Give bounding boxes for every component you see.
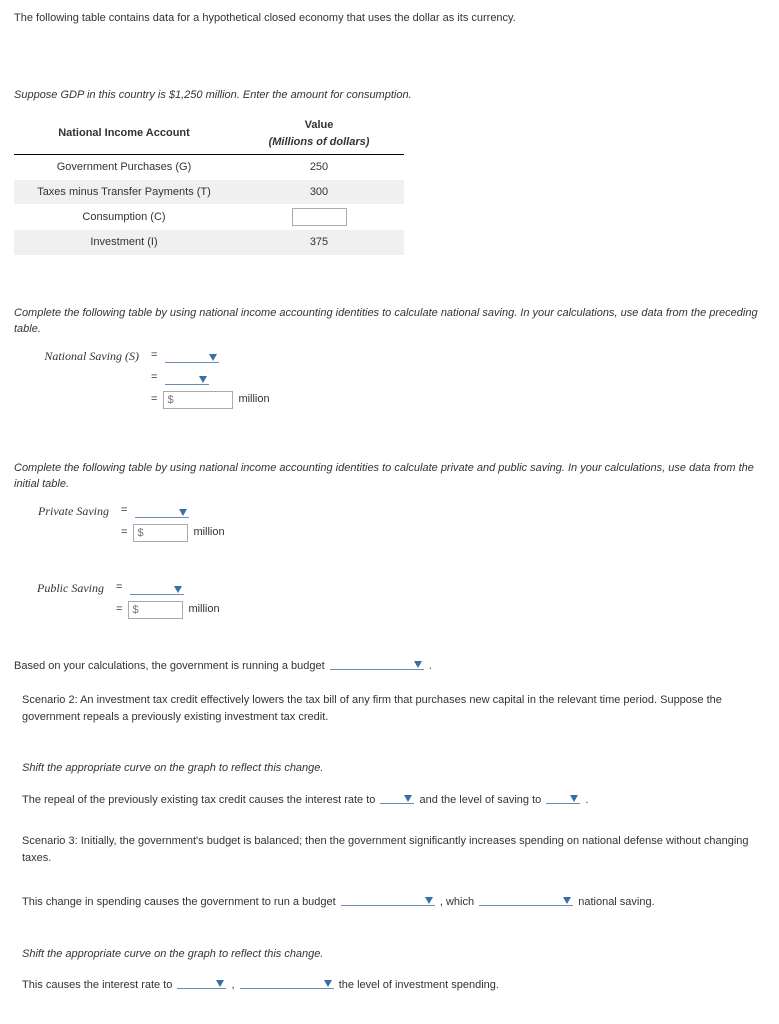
private-formula-dropdown[interactable] (135, 503, 189, 518)
final-sentence: This causes the interest rate to , the l… (22, 974, 765, 994)
national-saving-label: National Saving (S) (14, 347, 145, 365)
repeal-sentence: The repeal of the previously existing ta… (22, 789, 765, 809)
saving-effect-dropdown[interactable] (479, 891, 573, 906)
public-saving-label: Public Saving (14, 579, 110, 597)
shift-prompt-2: Shift the appropriate curve on the graph… (22, 946, 765, 963)
saving-level-dropdown[interactable] (546, 789, 580, 804)
chevron-down-icon (414, 661, 422, 668)
private-value-input[interactable] (133, 524, 188, 542)
col-header-value: Value (Millions of dollars) (234, 113, 404, 155)
scenario-2-text: Scenario 2: An investment tax credit eff… (22, 692, 765, 725)
private-public-saving-prompt: Complete the following table by using na… (14, 460, 765, 493)
chevron-down-icon (563, 897, 571, 904)
chevron-down-icon (324, 980, 332, 987)
chevron-down-icon (199, 376, 207, 383)
table-row: Investment (I) 375 (14, 230, 404, 255)
public-formula-dropdown[interactable] (130, 580, 184, 595)
public-value-input[interactable] (128, 601, 183, 619)
ns-formula-dropdown-1[interactable] (165, 348, 219, 363)
col-header-account: National Income Account (14, 113, 234, 155)
table-row: Taxes minus Transfer Payments (T) 300 (14, 180, 404, 205)
intro-text: The following table contains data for a … (14, 10, 765, 27)
chevron-down-icon (216, 980, 224, 987)
income-table: National Income Account Value (Millions … (14, 113, 404, 255)
chevron-down-icon (404, 795, 412, 802)
ns-value-input[interactable] (163, 391, 233, 409)
shift-prompt-1: Shift the appropriate curve on the graph… (22, 760, 765, 777)
gdp-prompt: Suppose GDP in this country is $1,250 mi… (14, 87, 765, 104)
chevron-down-icon (425, 897, 433, 904)
interest-rate-dropdown-2[interactable] (177, 974, 226, 989)
budget-type-dropdown-2[interactable] (341, 891, 435, 906)
chevron-down-icon (174, 586, 182, 593)
investment-effect-dropdown[interactable] (240, 974, 334, 989)
table-row: Consumption (C) (14, 204, 404, 230)
budget-type-dropdown[interactable] (330, 655, 424, 670)
chevron-down-icon (570, 795, 578, 802)
ns-formula-dropdown-2[interactable] (165, 370, 209, 385)
national-saving-prompt: Complete the following table by using na… (14, 305, 765, 338)
scenario-3-text: Scenario 3: Initially, the government's … (22, 833, 765, 866)
chevron-down-icon (179, 509, 187, 516)
chevron-down-icon (209, 354, 217, 361)
spending-sentence: This change in spending causes the gover… (22, 891, 765, 911)
interest-rate-dropdown-1[interactable] (380, 789, 414, 804)
private-saving-label: Private Saving (14, 502, 115, 520)
table-row: Government Purchases (G) 250 (14, 155, 404, 180)
budget-sentence: Based on your calculations, the governme… (14, 655, 765, 675)
consumption-input[interactable] (292, 208, 347, 226)
